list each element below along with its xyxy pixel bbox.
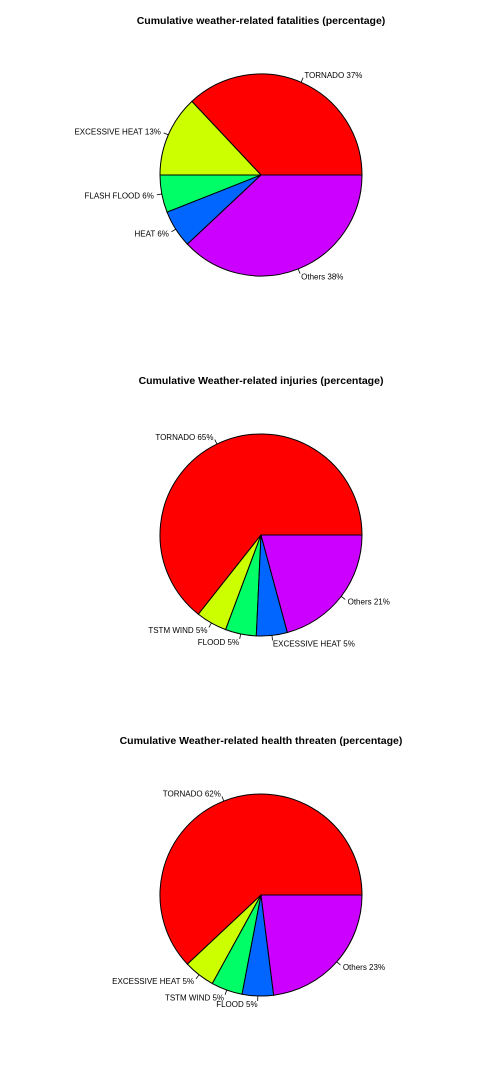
slice-label-1-4: Others 21% xyxy=(348,597,390,606)
slice-label-1-3: EXCESSIVE HEAT 5% xyxy=(273,639,355,648)
pie-chart-fatalities: Cumulative weather-related fatalities (p… xyxy=(74,15,385,281)
slice-label-2-1: EXCESSIVE HEAT 5% xyxy=(112,977,194,986)
chart-title-injuries: Cumulative Weather-related injuries (per… xyxy=(139,375,384,387)
pie-chart-injuries: Cumulative Weather-related injuries (per… xyxy=(139,375,390,648)
pie-chart-health-threaten: Cumulative Weather-related health threat… xyxy=(112,735,402,1009)
slice-label-2-2: TSTM WIND 5% xyxy=(165,994,224,1003)
slice-label-0-1: EXCESSIVE HEAT 13% xyxy=(74,128,160,137)
slice-label-1-2: FLOOD 5% xyxy=(198,638,239,647)
slice-label-0-4: Others 38% xyxy=(301,272,343,281)
leader-line-2-4 xyxy=(336,961,341,966)
pie-slice-0-0 xyxy=(191,73,363,176)
slice-label-2-0: TORNADO 62% xyxy=(163,790,221,799)
leader-line-0-4 xyxy=(297,268,301,274)
leader-line-1-4 xyxy=(340,596,346,600)
chart-title-fatalities: Cumulative weather-related fatalities (p… xyxy=(137,15,386,27)
chart-title-health-threaten: Cumulative Weather-related health threat… xyxy=(120,735,403,747)
slice-label-2-4: Others 23% xyxy=(343,963,385,972)
leader-line-0-1 xyxy=(163,132,169,136)
slice-label-1-0: TORNADO 65% xyxy=(155,433,213,442)
leader-line-2-1 xyxy=(195,974,200,980)
leader-line-1-3 xyxy=(271,635,273,641)
leader-line-1-1 xyxy=(208,622,212,628)
slice-label-0-2: FLASH FLOOD 6% xyxy=(84,191,153,200)
slice-label-2-3: FLOOD 5% xyxy=(216,1000,257,1009)
slice-label-0-3: HEAT 6% xyxy=(135,229,169,238)
leader-line-0-3 xyxy=(171,228,176,233)
leader-line-0-0 xyxy=(300,77,304,83)
slice-label-0-0: TORNADO 37% xyxy=(304,71,362,80)
pie-slice-1-0 xyxy=(159,433,363,615)
pie-slice-2-0 xyxy=(159,793,363,965)
pie-slice-1-4 xyxy=(260,534,363,634)
leader-line-1-2 xyxy=(239,633,242,639)
leader-line-1-0 xyxy=(214,439,218,445)
pie-slice-2-4 xyxy=(260,894,363,996)
slice-label-1-1: TSTM WIND 5% xyxy=(148,626,207,635)
pie-slice-0-4 xyxy=(186,174,363,277)
leader-line-2-0 xyxy=(221,796,225,802)
leader-line-0-2 xyxy=(156,193,162,196)
leader-line-2-2 xyxy=(224,989,228,995)
